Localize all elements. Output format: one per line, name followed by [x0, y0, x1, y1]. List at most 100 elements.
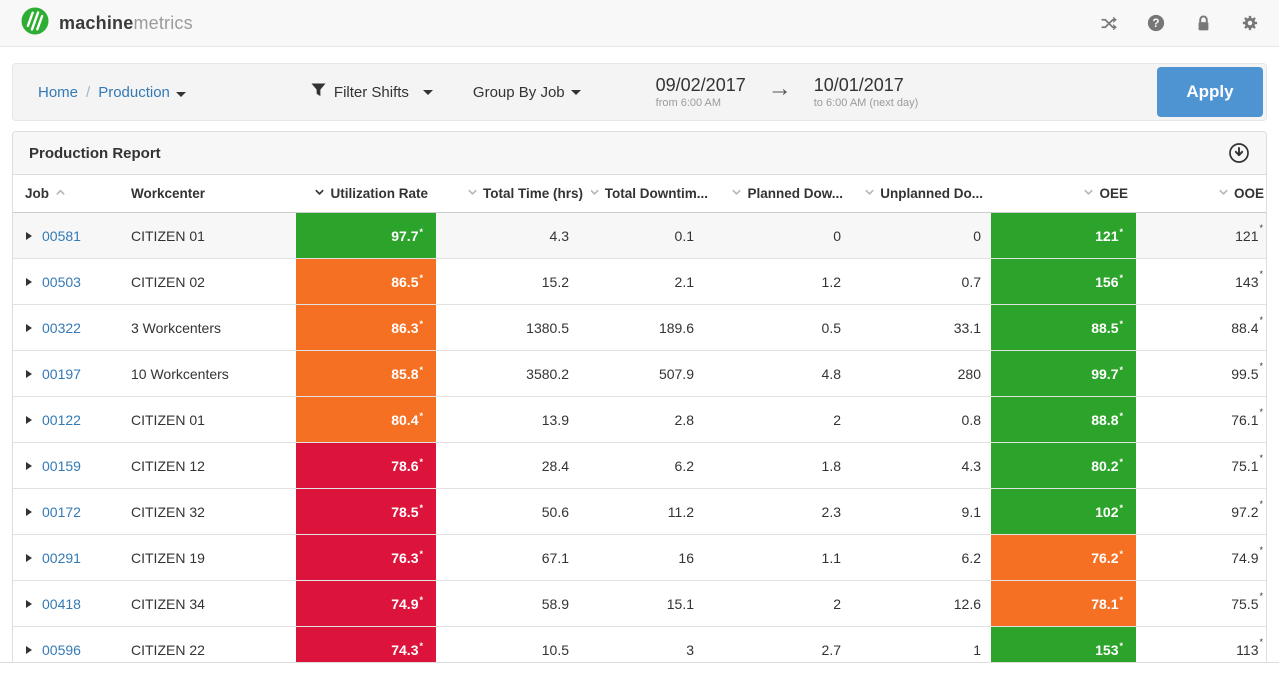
column-header-job[interactable]: Job [13, 175, 121, 212]
table-row[interactable]: 00197 10 Workcenters 85.8 * 3580.2 507.9 … [13, 351, 1266, 397]
workcenter-cell: CITIZEN 12 [131, 457, 205, 474]
oee-badge: 102 * [991, 489, 1136, 534]
workcenter-cell: CITIZEN 01 [131, 227, 205, 244]
table-row[interactable]: 00322 3 Workcenters 86.3 * 1380.5 189.6 0… [13, 305, 1266, 351]
table-row[interactable]: 00291 CITIZEN 19 76.3 * 67.1 16 1.1 6.2 7… [13, 535, 1266, 581]
expand-row-icon[interactable] [26, 369, 32, 378]
brand[interactable]: machinemetrics [20, 6, 193, 41]
column-label: Planned Dow... [747, 186, 843, 201]
unplanned-downtime-cell: 0.7 [961, 273, 981, 290]
expand-row-icon[interactable] [26, 277, 32, 286]
job-link[interactable]: 00418 [42, 595, 81, 612]
date-from-picker[interactable]: 09/02/2017 from 6:00 AM [656, 75, 746, 109]
sort-chevron-down-icon [591, 186, 600, 201]
job-link[interactable]: 00291 [42, 549, 81, 566]
job-link[interactable]: 00322 [42, 319, 81, 336]
oee-badge: 99.7 * [991, 351, 1136, 396]
expand-row-icon[interactable] [26, 599, 32, 608]
utilization-rate-badge: 86.3 * [296, 305, 436, 350]
lock-icon[interactable] [1194, 14, 1212, 32]
column-header-unplanned_downtime[interactable]: Unplanned Do... [851, 175, 991, 212]
total-time-cell: 58.9 [541, 595, 569, 612]
total-time-cell: 10.5 [541, 641, 569, 658]
date-to-picker[interactable]: 10/01/2017 to 6:00 AM (next day) [814, 75, 919, 109]
apply-button[interactable]: Apply [1157, 67, 1263, 117]
column-label: Total Downtim... [604, 186, 708, 201]
utilization-rate-badge: 78.5 * [296, 489, 436, 534]
ooe-cell: 121* [1235, 222, 1263, 244]
workcenter-cell: 3 Workcenters [131, 319, 221, 336]
planned-downtime-cell: 1.1 [821, 549, 841, 566]
brand-name: machinemetrics [59, 12, 193, 33]
expand-row-icon[interactable] [26, 415, 32, 424]
expand-row-icon[interactable] [26, 231, 32, 240]
table-row[interactable]: 00159 CITIZEN 12 78.6 * 28.4 6.2 1.8 4.3 … [13, 443, 1266, 489]
job-link[interactable]: 00581 [42, 227, 81, 244]
expand-row-icon[interactable] [26, 553, 32, 562]
sort-chevron-down-icon [314, 186, 325, 201]
expand-row-icon[interactable] [26, 323, 32, 332]
panel-heading: Production Report [13, 132, 1266, 175]
table-row[interactable]: 00503 CITIZEN 02 86.5 * 15.2 2.1 1.2 0.7 … [13, 259, 1266, 305]
oee-badge: 76.2 * [991, 535, 1136, 580]
ooe-cell: 74.9* [1231, 544, 1263, 566]
group-by-dropdown[interactable]: Group By Job [473, 84, 581, 101]
production-report-panel: Production Report Job Workcenter Utilizati… [12, 131, 1267, 662]
workcenter-cell: CITIZEN 19 [131, 549, 205, 566]
ooe-cell: 88.4* [1231, 314, 1263, 336]
expand-row-icon[interactable] [26, 507, 32, 516]
ooe-cell: 143* [1235, 268, 1263, 290]
oee-badge: 78.1 * [991, 581, 1136, 626]
table-row[interactable]: 00581 CITIZEN 01 97.7 * 4.3 0.1 0 0 121 * … [13, 213, 1266, 259]
shuffle-icon[interactable] [1100, 14, 1118, 32]
sort-chevron-down-icon [731, 186, 742, 201]
filter-shifts-dropdown[interactable]: Filter Shifts [311, 82, 433, 102]
sort-chevron-down-icon [1083, 186, 1094, 201]
top-navbar: machinemetrics ? [0, 0, 1279, 47]
column-header-total_time[interactable]: Total Time (hrs) [436, 175, 591, 212]
settings-icon[interactable] [1241, 14, 1259, 32]
planned-downtime-cell: 4.8 [821, 365, 841, 382]
planned-downtime-cell: 0.5 [821, 319, 841, 336]
table-row[interactable]: 00596 CITIZEN 22 74.3 * 10.5 3 2.7 1 153 *… [13, 627, 1266, 662]
table-row[interactable]: 00122 CITIZEN 01 80.4 * 13.9 2.8 2 0.8 88… [13, 397, 1266, 443]
date-from-value: 09/02/2017 [655, 75, 746, 95]
production-table: Job Workcenter Utilization Rate Total Time … [13, 175, 1266, 662]
column-header-total_downtime[interactable]: Total Downtim... [591, 175, 716, 212]
utilization-rate-badge: 86.5 * [296, 259, 436, 304]
table-row[interactable]: 00172 CITIZEN 32 78.5 * 50.6 11.2 2.3 9.1… [13, 489, 1266, 535]
oee-badge: 153 * [991, 627, 1136, 662]
planned-downtime-cell: 2.7 [821, 641, 841, 658]
table-row[interactable]: 00418 CITIZEN 34 74.9 * 58.9 15.1 2 12.6 … [13, 581, 1266, 627]
oee-badge: 88.8 * [991, 397, 1136, 442]
unplanned-downtime-cell: 280 [957, 365, 981, 382]
job-link[interactable]: 00197 [42, 365, 81, 382]
unplanned-downtime-cell: 6.2 [961, 549, 981, 566]
job-link[interactable]: 00122 [42, 411, 81, 428]
utilization-rate-badge: 76.3 * [296, 535, 436, 580]
column-label: OEE [1099, 186, 1128, 201]
total-downtime-cell: 11.2 [667, 503, 694, 520]
job-link[interactable]: 00596 [42, 641, 81, 658]
column-header-planned_downtime[interactable]: Planned Dow... [716, 175, 851, 212]
breadcrumb-production-dropdown[interactable]: Production [98, 84, 186, 101]
total-time-cell: 1380.5 [526, 319, 569, 336]
filter-icon [311, 82, 326, 102]
expand-row-icon[interactable] [26, 461, 32, 470]
help-icon[interactable]: ? [1147, 14, 1165, 32]
page-title: Production Report [29, 144, 161, 162]
column-label: Total Time (hrs) [482, 186, 583, 201]
utilization-rate-badge: 74.9 * [296, 581, 436, 626]
job-link[interactable]: 00159 [42, 457, 81, 474]
column-header-oee[interactable]: OEE [991, 175, 1136, 212]
expand-row-icon[interactable] [26, 645, 32, 654]
breadcrumb-home-link[interactable]: Home [38, 83, 79, 101]
column-header-ooe[interactable]: OOE [1136, 175, 1266, 212]
job-link[interactable]: 00503 [42, 273, 81, 290]
job-link[interactable]: 00172 [42, 503, 81, 520]
unplanned-downtime-cell: 0 [973, 227, 981, 244]
column-header-workcenter[interactable]: Workcenter [121, 175, 296, 212]
column-header-utilization[interactable]: Utilization Rate [296, 175, 436, 212]
column-label: OOE [1233, 186, 1264, 201]
download-icon[interactable] [1228, 142, 1250, 164]
